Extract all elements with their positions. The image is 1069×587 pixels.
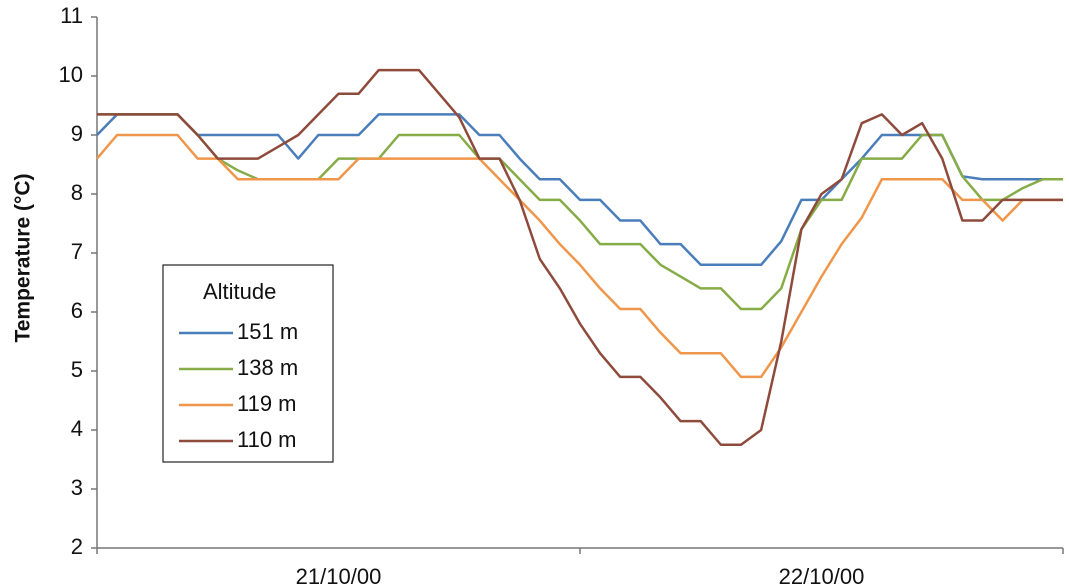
legend-label: 151 m	[237, 319, 298, 344]
y-tick-label: 3	[71, 475, 83, 500]
y-tick-label: 2	[71, 534, 83, 559]
legend-label: 110 m	[237, 427, 297, 452]
legend-title: Altitude	[203, 279, 276, 304]
legend-label: 119 m	[237, 391, 297, 416]
y-tick-label: 5	[71, 357, 83, 382]
legend-box	[162, 264, 334, 463]
data-line	[96, 133, 1063, 379]
data-line	[96, 113, 1063, 267]
y-tick-label: 11	[60, 3, 83, 28]
x-tick-label: 22/10/00	[779, 564, 865, 587]
y-tick-label: 9	[71, 121, 83, 146]
x-tick-label: 21/10/00	[296, 564, 382, 587]
legend-label: 138 m	[237, 355, 298, 380]
y-tick-label: 8	[71, 180, 83, 205]
y-tick-label: 4	[71, 416, 83, 441]
y-axis-label: Temperature (°C)	[12, 173, 35, 342]
data-line	[97, 68, 1063, 446]
y-tick-label: 7	[71, 239, 83, 264]
y-tick-label: 6	[71, 298, 83, 323]
y-tick-label: 10	[59, 62, 83, 87]
